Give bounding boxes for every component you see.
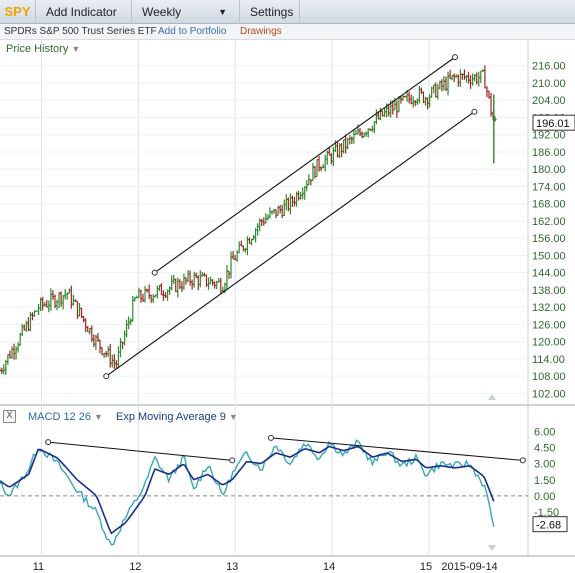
chevron-down-icon: ▼ — [218, 6, 227, 17]
price-bars — [0, 65, 497, 375]
drawings-link[interactable]: Drawings — [240, 26, 282, 37]
price-last-value: 196.01 — [536, 118, 570, 130]
add-indicator-button[interactable]: Add Indicator — [36, 0, 132, 24]
channel-upper-line — [154, 56, 456, 274]
macd-label: MACD 12 26 — [28, 411, 91, 423]
fund-name: SPDRs S&P 500 Trust Series ETF — [4, 26, 157, 37]
price-history-dropdown[interactable]: Price History ▼ — [6, 43, 80, 55]
macd-tick-label: -1.50 — [534, 507, 559, 519]
sub-toolbar: SPDRs S&P 500 Trust Series ETF Add to Po… — [0, 24, 575, 40]
macd-trend-line — [270, 437, 523, 461]
scroll-arrow-icon — [488, 394, 496, 400]
trend-channel — [103, 54, 478, 380]
signal-line — [0, 445, 495, 535]
channel-handle — [452, 54, 459, 61]
ema-label: Exp Moving Average 9 — [116, 411, 226, 423]
x-axis-label: 12 — [129, 561, 141, 573]
price-tick-label: 210.00 — [532, 78, 566, 90]
symbol-button[interactable]: SPY — [0, 0, 36, 24]
price-tick-label: 180.00 — [532, 164, 566, 176]
toolbar: SPY Add Indicator Weekly ▼ Settings — [0, 0, 575, 24]
price-tick-label: 204.00 — [532, 95, 566, 107]
price-tick-label: 186.00 — [532, 147, 566, 159]
x-axis-label: 14 — [323, 561, 335, 573]
price-tick-label: 132.00 — [532, 302, 566, 314]
macd-last-value-box — [532, 516, 568, 533]
price-tick-label: 216.00 — [532, 61, 566, 73]
price-tick-label: 126.00 — [532, 319, 566, 331]
trend-handle — [267, 434, 274, 441]
price-tick-label: 162.00 — [532, 216, 566, 228]
chevron-down-icon: ▼ — [93, 412, 103, 422]
channel-handle — [471, 108, 478, 115]
grid-lines — [0, 40, 575, 557]
price-tick-label: 150.00 — [532, 250, 566, 262]
chevron-down-icon: ▼ — [228, 412, 238, 422]
macd-tick-label: 1.50 — [534, 475, 555, 487]
price-tick-label: 168.00 — [532, 199, 566, 211]
price-tick-label: 108.00 — [532, 371, 566, 383]
price-last-value-box — [532, 114, 575, 131]
macd-tick-label: 3.00 — [534, 459, 555, 471]
interval-dropdown[interactable]: Weekly ▼ — [132, 0, 240, 24]
price-tick-label: 174.00 — [532, 181, 566, 193]
channel-lower-line — [105, 111, 475, 377]
macd-last-value: -2.68 — [536, 520, 561, 532]
macd-lines — [0, 434, 526, 546]
trend-handle — [45, 439, 52, 446]
price-tick-label: 198.00 — [532, 112, 566, 124]
macd-trend-line — [48, 441, 233, 461]
x-axis-label: 11 — [33, 561, 44, 573]
price-history-label: Price History — [6, 43, 69, 55]
add-to-portfolio-link[interactable]: Add to Portfolio — [158, 26, 227, 37]
price-tick-label: 120.00 — [532, 337, 566, 349]
price-tick-label: 156.00 — [532, 233, 566, 245]
price-tick-label: 114.00 — [532, 354, 565, 366]
macd-tick-label: 0.00 — [534, 491, 555, 503]
settings-button[interactable]: Settings — [240, 0, 300, 24]
price-tick-label: 144.00 — [532, 268, 566, 280]
chevron-down-icon: ▼ — [71, 44, 81, 54]
axis-labels: 216.00 210.00 204.00 198.00 192.00 186.00 180.… — [33, 61, 575, 573]
macd-indicator-dropdown[interactable]: MACD 12 26 ▼ — [28, 411, 103, 423]
macd-line — [0, 439, 495, 546]
price-tick-label: 102.00 — [532, 388, 566, 400]
trend-handle — [519, 457, 526, 464]
macd-header: X MACD 12 26 ▼ Exp Moving Average 9 ▼ — [0, 408, 575, 426]
channel-handle — [103, 373, 110, 380]
scroll-arrow-icon — [488, 545, 496, 551]
macd-tick-label: 6.00 — [534, 426, 555, 438]
price-tick-label: 138.00 — [532, 285, 566, 297]
price-tick-label: 192.00 — [532, 130, 566, 142]
x-axis-label: 15 — [420, 561, 432, 573]
ema-indicator-dropdown[interactable]: Exp Moving Average 9 ▼ — [116, 411, 238, 423]
x-axis-label: 2015-09-14 — [441, 561, 497, 573]
x-axis-label: 13 — [226, 561, 238, 573]
close-icon[interactable]: X — [3, 410, 16, 423]
macd-tick-label: 4.50 — [534, 443, 555, 455]
channel-handle — [151, 269, 158, 276]
interval-label: Weekly — [142, 4, 182, 19]
trend-handle — [229, 457, 236, 464]
